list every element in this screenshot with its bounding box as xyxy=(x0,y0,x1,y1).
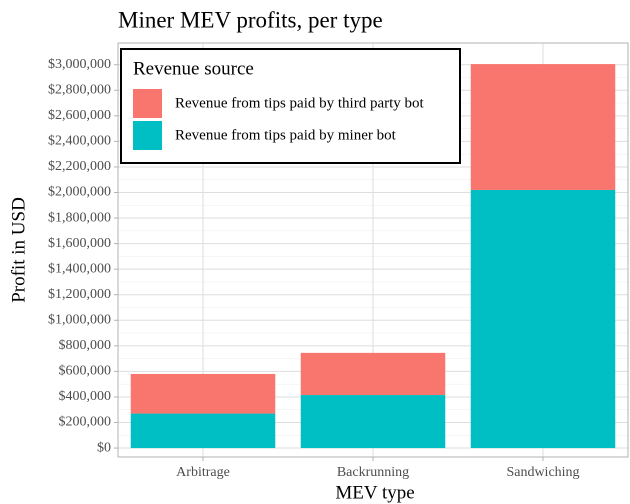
y-tick-label: $1,400,000 xyxy=(48,261,111,276)
chart-title: Miner MEV profits, per type xyxy=(118,7,383,32)
bar-segment xyxy=(300,352,446,396)
panel-border xyxy=(117,42,629,458)
bar-segment xyxy=(130,373,276,414)
legend-label: Revenue from tips paid by miner bot xyxy=(175,127,397,143)
y-tick-label: $1,000,000 xyxy=(48,312,111,327)
x-tick-label: Sandwiching xyxy=(506,465,579,480)
y-tick-label: $1,800,000 xyxy=(48,210,111,225)
y-tick-label: $2,800,000 xyxy=(48,82,111,97)
x-tick-label: Arbitrage xyxy=(176,465,230,480)
bar-segment xyxy=(130,413,276,449)
legend-box xyxy=(120,48,461,164)
y-tick-label: $0 xyxy=(97,440,111,455)
y-tick-label: $1,600,000 xyxy=(48,236,111,251)
legend-swatch xyxy=(133,89,162,118)
legend-label: Revenue from tips paid by third party bo… xyxy=(175,95,425,111)
bar-segment xyxy=(300,395,446,449)
bar-segment xyxy=(470,64,616,190)
legend-title: Revenue source xyxy=(133,58,254,79)
y-tick-label: $2,600,000 xyxy=(48,108,111,123)
y-tick-label: $200,000 xyxy=(59,415,112,430)
y-tick-label: $1,200,000 xyxy=(48,287,111,302)
y-tick-label: $600,000 xyxy=(59,364,112,379)
y-axis-label: Profit in USD xyxy=(8,197,29,303)
x-axis-label: MEV type xyxy=(335,482,414,503)
y-tick-label: $2,400,000 xyxy=(48,134,111,149)
legend-swatch xyxy=(133,121,162,150)
y-tick-label: $2,000,000 xyxy=(48,185,111,200)
y-tick-label: $400,000 xyxy=(59,389,112,404)
x-tick-label: Backrunning xyxy=(337,465,409,480)
bar-segment xyxy=(470,189,616,449)
y-tick-label: $800,000 xyxy=(59,338,112,353)
y-tick-label: $2,200,000 xyxy=(48,159,111,174)
y-tick-label: $3,000,000 xyxy=(48,57,111,72)
